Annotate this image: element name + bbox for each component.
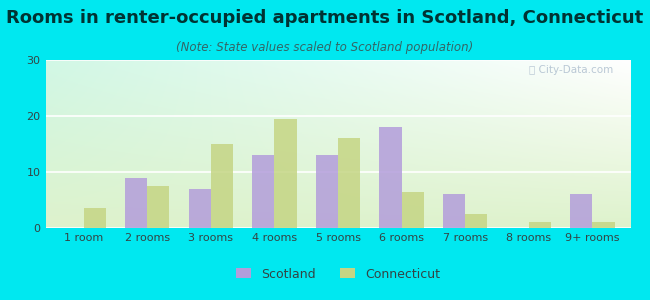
Bar bbox=[188, 189, 211, 228]
Bar bbox=[465, 214, 488, 228]
Bar bbox=[380, 127, 402, 228]
Bar bbox=[211, 144, 233, 228]
Bar bbox=[84, 208, 106, 228]
Text: (Note: State values scaled to Scotland population): (Note: State values scaled to Scotland p… bbox=[176, 40, 474, 53]
Text: Rooms in renter-occupied apartments in Scotland, Connecticut: Rooms in renter-occupied apartments in S… bbox=[6, 9, 644, 27]
Bar bbox=[125, 178, 148, 228]
Bar bbox=[338, 138, 360, 228]
Text: ⓘ City-Data.com: ⓘ City-Data.com bbox=[528, 65, 613, 75]
Bar bbox=[592, 222, 615, 228]
Bar bbox=[252, 155, 274, 228]
Bar bbox=[148, 186, 170, 228]
Bar bbox=[274, 119, 296, 228]
Bar bbox=[443, 194, 465, 228]
Bar bbox=[316, 155, 338, 228]
Bar bbox=[570, 194, 592, 228]
Bar bbox=[402, 192, 424, 228]
Legend: Scotland, Connecticut: Scotland, Connecticut bbox=[231, 262, 445, 286]
Bar bbox=[528, 222, 551, 228]
